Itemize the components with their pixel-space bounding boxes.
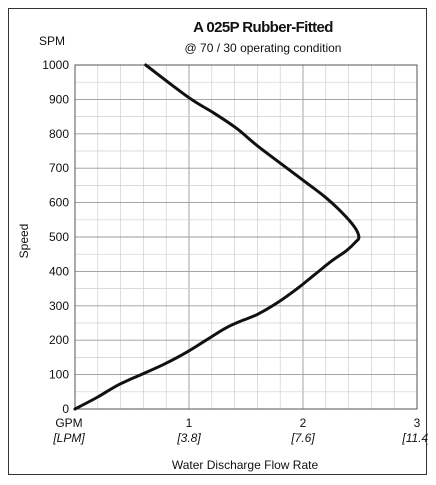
y-tick-label: 800 (49, 127, 69, 141)
y-tick-label: 900 (49, 92, 69, 106)
y-axis-label: Speed (17, 224, 31, 259)
y-tick-label: 0 (62, 402, 69, 416)
x-tick-label-secondary: [3.8] (176, 431, 201, 445)
y-tick-label: 500 (49, 230, 69, 244)
y-tick-label: 700 (49, 161, 69, 175)
x-unit-secondary: [LPM] (52, 431, 85, 445)
series-line (73, 63, 361, 411)
plot-border (74, 64, 418, 410)
chart-svg: A 025P Rubber-Fitted @ 70 / 30 operating… (17, 19, 428, 472)
x-tick-label-secondary: [7.6] (290, 431, 315, 445)
chart-frame: A 025P Rubber-Fitted @ 70 / 30 operating… (8, 8, 428, 475)
y-tick-label: 200 (49, 333, 69, 347)
y-tick-label: 1000 (42, 58, 69, 72)
y-tick-label: 400 (49, 264, 69, 278)
chart-title: A 025P Rubber-Fitted (193, 19, 333, 36)
series-layer (73, 63, 361, 411)
tick-layer: 0 100 200 300 400 500 600 700 800 900 1000 GPM[LPM]… (42, 58, 428, 445)
x-tick-label: 2 (300, 416, 307, 430)
x-unit-primary: GPM (55, 416, 82, 430)
x-axis-label: Water Discharge Flow Rate (172, 458, 319, 472)
y-unit-label: SPM (39, 34, 65, 48)
x-tick-label: 3 (414, 416, 421, 430)
chart-subtitle: @ 70 / 30 operating condition (185, 41, 342, 55)
y-tick-label: 100 (49, 368, 69, 382)
y-tick-label: 300 (49, 299, 69, 313)
x-tick-label: 1 (186, 416, 193, 430)
y-tick-label: 600 (49, 196, 69, 210)
grid-layer (74, 64, 418, 410)
x-tick-label-secondary: [11.4] (401, 431, 428, 445)
